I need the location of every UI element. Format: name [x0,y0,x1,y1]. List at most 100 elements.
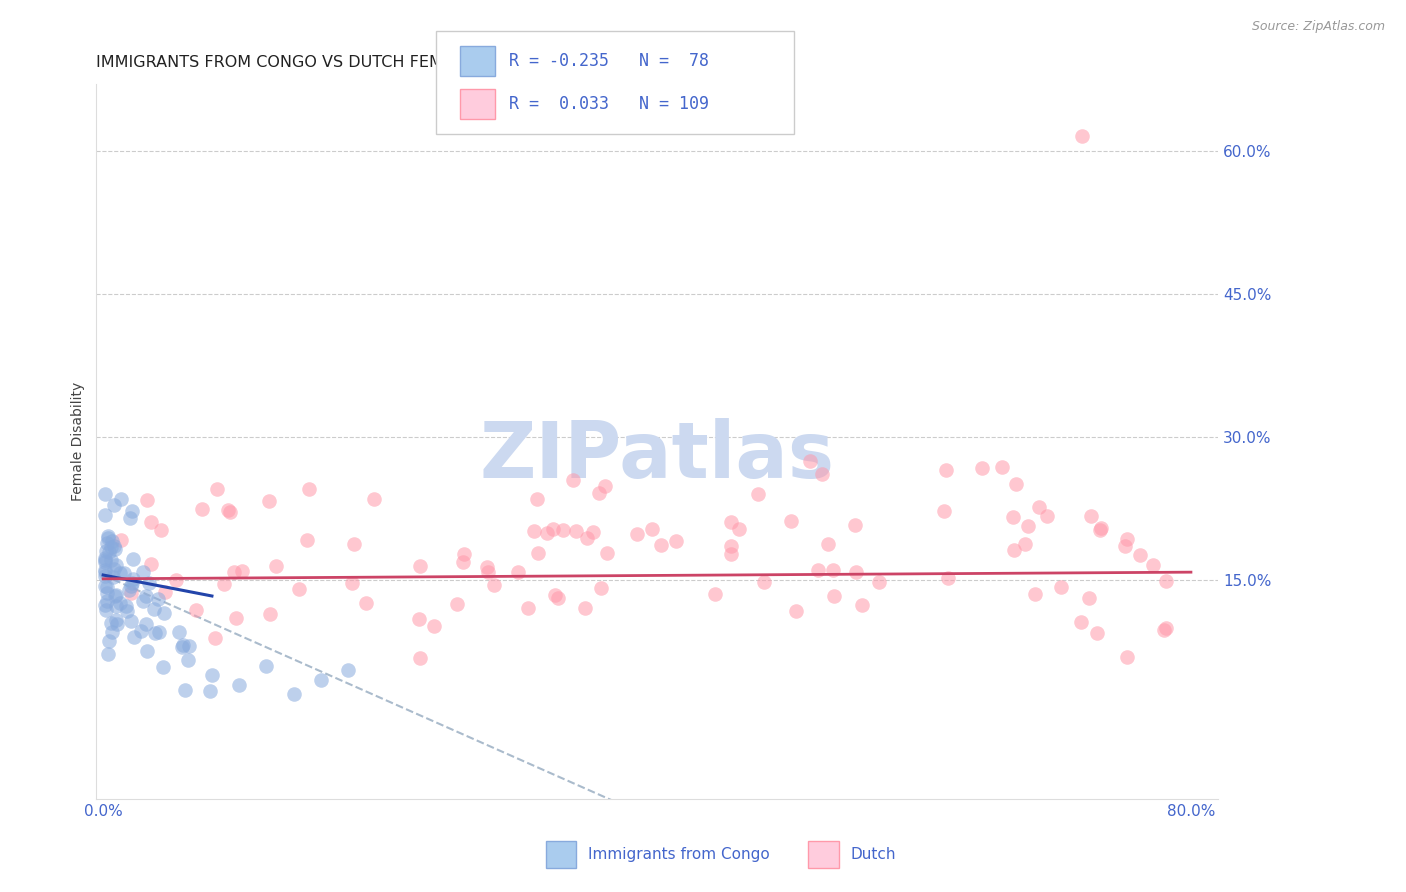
Point [650,538,672,552]
Point [104,541,127,556]
Point [121,504,143,518]
Point [94,603,117,617]
Point [720,540,742,554]
Point [408,651,430,665]
Point [254,658,277,673]
Point [576,532,599,546]
Point [1085,625,1108,640]
Point [1002,542,1025,557]
Point [96,648,118,662]
Point [1129,548,1152,562]
Point [146,591,169,606]
Point [1090,523,1112,537]
Point [93,598,115,612]
Point [641,522,664,536]
Point [172,640,194,655]
Point [1014,537,1036,551]
Point [1142,558,1164,572]
Point [340,576,363,591]
Point [704,586,727,600]
Point [343,537,366,551]
Point [138,575,160,590]
Point [1071,129,1094,144]
Point [177,653,200,667]
Point [844,517,866,532]
Point [120,615,142,629]
Point [97,531,120,545]
Point [1017,519,1039,533]
Point [541,522,564,536]
Point [103,499,125,513]
Point [1028,500,1050,514]
Point [120,579,142,593]
Point [190,502,212,516]
Point [845,566,868,580]
Point [93,563,115,577]
Point [96,535,118,549]
Point [129,624,152,638]
Point [807,563,830,577]
Point [817,537,839,551]
Point [212,576,235,591]
Point [100,552,122,566]
Point [747,487,769,501]
Point [477,565,499,579]
Point [205,482,228,496]
Point [823,590,845,604]
Point [114,599,136,613]
Point [582,524,605,539]
Point [589,581,612,595]
Point [1070,615,1092,629]
Point [264,558,287,573]
Point [516,600,538,615]
Point [110,533,132,548]
Point [139,557,162,571]
Text: Source: ZipAtlas.com: Source: ZipAtlas.com [1251,20,1385,33]
Point [821,563,844,577]
Point [626,526,648,541]
Point [93,508,115,522]
Point [105,616,128,631]
Point [810,467,832,482]
Point [298,482,321,496]
Point [1114,539,1136,553]
Point [565,524,588,539]
Text: Immigrants from Congo: Immigrants from Congo [588,847,769,862]
Point [991,459,1014,474]
Point [169,624,191,639]
Text: R =  0.033   N = 109: R = 0.033 N = 109 [509,95,709,113]
Point [523,524,546,538]
Point [93,487,115,501]
Point [217,503,239,517]
Point [225,611,247,625]
Point [1116,649,1139,664]
Point [108,596,131,610]
Point [423,619,446,633]
Point [94,551,117,566]
Point [136,492,159,507]
Point [1090,521,1112,535]
Point [526,491,548,506]
Point [283,687,305,701]
Point [536,525,558,540]
Point [295,533,318,548]
Point [143,602,166,616]
Point [101,533,124,548]
Point [562,474,585,488]
Point [177,639,200,653]
Point [201,668,224,682]
Point [574,600,596,615]
Point [153,584,176,599]
Point [152,606,174,620]
Point [593,479,616,493]
Point [506,565,529,579]
Point [172,638,194,652]
Point [1080,508,1102,523]
Point [482,578,505,592]
Point [139,515,162,529]
Point [135,617,157,632]
Point [936,571,959,585]
Point [970,461,993,475]
Point [477,560,499,574]
Point [1116,532,1139,546]
